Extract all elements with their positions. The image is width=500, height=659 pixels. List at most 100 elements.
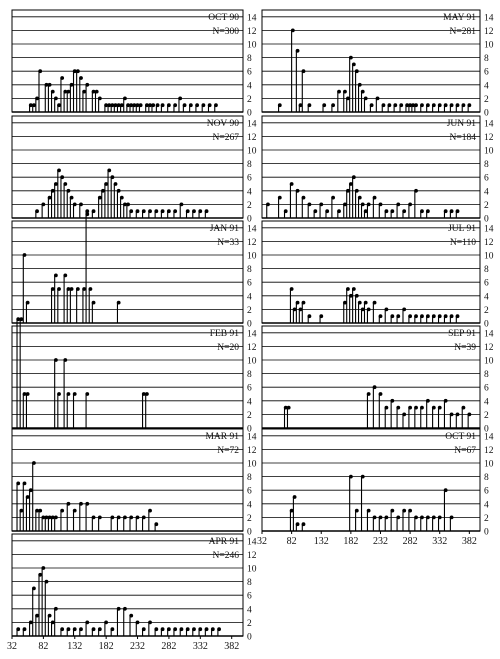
data-point [366,307,371,312]
y-tick-label: 0 [247,425,252,435]
data-point [363,209,368,214]
data-point [455,209,460,214]
data-point [126,103,130,108]
data-point [346,96,350,101]
y-tick-label: 2 [247,95,252,105]
panel-n-label: N=246 [213,551,240,561]
data-point [343,300,347,305]
data-point [104,103,109,108]
data-point [420,314,424,319]
data-point [97,515,102,520]
y-tick-label: 14 [484,224,494,234]
data-point [381,103,386,108]
data-point [378,314,383,319]
data-point [72,202,77,207]
y-tick-label: 2 [247,619,252,629]
data-point [166,627,171,632]
y-tick-label: 6 [484,174,489,184]
data-point [66,627,71,632]
y-tick-label: 4 [247,187,252,197]
panel-frame [261,428,481,532]
data-point [366,202,371,207]
panel-frame [11,115,244,219]
data-point [57,103,61,108]
data-point [85,212,90,217]
data-point [19,508,24,513]
data-point [75,287,80,291]
y-tick-label: 12 [247,133,257,143]
data-point [69,287,74,291]
data-point [179,627,184,632]
data-point [47,515,52,520]
panel-n-label: N=39 [454,343,476,353]
panel-frame [11,325,244,429]
data-point [129,103,134,108]
data-point [38,508,43,513]
y-tick-label: 10 [484,460,494,470]
panel-jan-91: 0 2 4 6 8 10 12 14 JAN 91 N=33 [11,212,257,330]
data-point [141,392,146,396]
data-point [201,103,206,108]
data-point [366,508,371,513]
y-tick-label: 2 [484,95,489,105]
y-tick-label: 14 [484,119,494,129]
data-point [425,398,430,403]
data-point [443,209,448,214]
data-point [307,314,312,319]
data-point [283,405,288,410]
data-point [135,209,140,214]
data-point [346,188,350,193]
panel-title: FEB 91 [210,329,240,339]
data-point [178,96,183,101]
y-tick-label: 2 [484,514,489,524]
data-point [47,613,52,618]
y-tick-label: 4 [484,500,489,510]
y-tick-label: 6 [247,279,252,289]
panel-title: MAR 91 [205,432,239,442]
data-point [101,188,105,193]
panel-frame [261,9,481,113]
x-tick-label: 282 [161,641,176,652]
data-point [357,195,362,200]
data-point [360,474,365,479]
data-point [295,188,300,193]
x-tick-label: 182 [99,641,114,652]
data-point [63,273,68,278]
y-tick-label: 6 [484,487,489,497]
y-tick-label: 4 [247,500,252,510]
data-point [72,69,77,74]
data-point [57,168,61,173]
data-point [307,103,312,108]
data-point [91,300,96,305]
y-tick-label: 0 [247,215,252,225]
data-point [79,76,83,80]
y-tick-label: 2 [484,201,489,211]
panel-n-label: N=281 [450,27,477,37]
data-point [97,195,102,200]
data-point [357,300,362,305]
data-point [32,461,36,465]
data-point [449,209,454,214]
y-tick-label: 0 [484,320,489,330]
y-tick-label: 2 [484,411,489,421]
y-tick-label: 6 [484,68,489,78]
data-point [97,627,102,632]
data-point [132,103,137,108]
data-point [204,627,209,632]
y-tick-label: 4 [247,397,252,407]
data-point [116,188,121,193]
data-point [437,405,442,410]
data-point [455,103,460,108]
data-point [160,209,165,214]
data-point [50,89,55,94]
y-tick-label: 6 [484,279,489,289]
data-point [396,405,401,410]
x-tick-label: 132 [67,641,82,652]
data-point [50,188,55,193]
data-point [185,209,190,214]
panel-title: APR 91 [209,537,240,547]
y-tick-label: 8 [484,265,489,275]
data-point [53,606,58,611]
panel-n-label: N=267 [213,133,240,143]
data-point [97,96,102,101]
